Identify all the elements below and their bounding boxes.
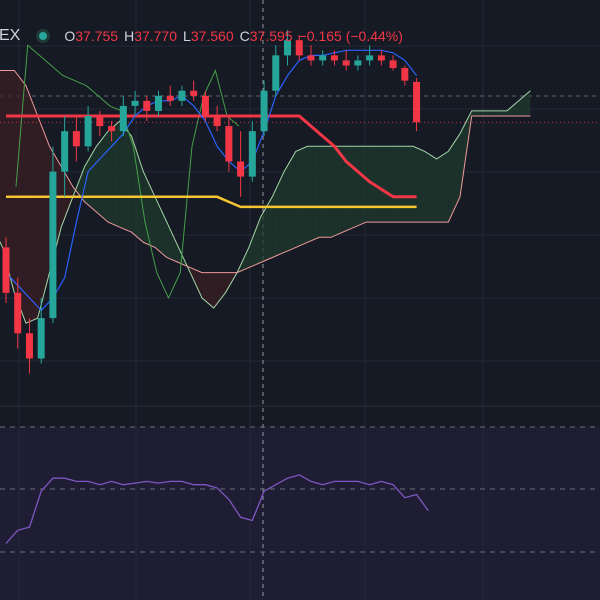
candle-body (319, 55, 327, 61)
ohlc-legend: EX O 37.755 H 37.770 L 37.560 C 37.595 −0.16… (0, 24, 600, 48)
candle-body (190, 90, 198, 96)
lagging-span (15, 44, 240, 300)
high-value: 37.770 (134, 28, 178, 44)
candle-body (413, 81, 421, 123)
cloud-segment (143, 171, 156, 248)
cloud-segment (248, 217, 261, 268)
close-value: 37.595 (249, 28, 293, 44)
cloud-segment (37, 116, 50, 319)
candle-body (237, 161, 245, 177)
candle-body (154, 95, 162, 111)
candle-body (295, 40, 303, 56)
base-line (6, 114, 417, 199)
cloud-segment (307, 146, 320, 243)
change-value: −0.165 (−0.44%) (298, 28, 403, 44)
low-label: L (183, 28, 191, 44)
candle-body (119, 105, 127, 132)
candle-body (377, 55, 385, 61)
cloud-segment (354, 146, 367, 228)
cloud-segment (0, 70, 3, 248)
candle-body (201, 95, 209, 116)
cloud-segment (155, 196, 167, 258)
candle-body (2, 247, 10, 293)
open-value: 37.755 (75, 28, 119, 44)
candle-body (72, 131, 80, 147)
cloud-segment (272, 171, 285, 258)
cloud-segment (448, 133, 461, 223)
candle-body (143, 100, 151, 111)
cloud-segment (330, 146, 343, 238)
candle-body (49, 171, 57, 319)
candle-body (354, 60, 362, 66)
candle-body (84, 116, 92, 147)
candle-body (401, 68, 409, 81)
candle-body (131, 100, 139, 106)
cloud-segment (131, 136, 144, 243)
cloud-segment (495, 110, 507, 116)
cloud-segment (108, 121, 120, 228)
rsi-line (5, 474, 429, 544)
candle-body (213, 116, 221, 127)
candle-body (108, 126, 116, 132)
cloud-segment (389, 146, 402, 223)
cloud-segment (119, 121, 132, 233)
candle-body (37, 318, 45, 359)
conversion-line (5, 49, 418, 312)
candle-body (61, 131, 69, 172)
leading-span-a (0, 90, 531, 324)
cloud-segment (471, 110, 484, 116)
close-label: C (239, 28, 250, 44)
cloud-segment (190, 267, 202, 298)
market-status-icon (36, 29, 51, 43)
cloud-segment (2, 70, 15, 293)
candle-body (178, 90, 186, 101)
candle-body (366, 55, 374, 61)
candle-body (166, 95, 174, 101)
candle-body (342, 60, 350, 66)
cloud-segment (166, 222, 179, 263)
candle-body (248, 131, 256, 177)
cloud-segment (506, 100, 519, 116)
candle-body (260, 90, 268, 132)
cloud-segment (424, 151, 437, 223)
cloud-segment (295, 146, 308, 248)
cloud-segment (401, 146, 414, 223)
cloud-segment (260, 196, 273, 263)
open-label: O (64, 28, 76, 44)
low-value: 37.560 (190, 28, 234, 44)
high-label: H (124, 28, 135, 44)
yellow-line (6, 195, 417, 209)
cloud-segment (26, 85, 38, 324)
candle-body (225, 126, 233, 162)
candle-body (96, 116, 104, 127)
cloud-segment (518, 90, 531, 116)
cloud-segment (319, 146, 331, 238)
candle-body (14, 292, 22, 334)
cloud-segment (377, 146, 390, 223)
candle-body (389, 60, 397, 68)
candle-body (330, 55, 338, 61)
cloud-segment (483, 110, 496, 116)
candle-body (25, 333, 33, 359)
candle-body (284, 40, 292, 56)
candle-body (307, 55, 315, 61)
cloud-segment (436, 151, 449, 223)
candle-body (272, 55, 280, 91)
cloud-segment (201, 272, 214, 308)
rsi-panel (0, 427, 600, 600)
symbol-label[interactable]: EX (0, 27, 21, 44)
cloud-segment (213, 272, 226, 308)
cloud-segment (284, 151, 296, 253)
cloud-segment (413, 146, 425, 223)
